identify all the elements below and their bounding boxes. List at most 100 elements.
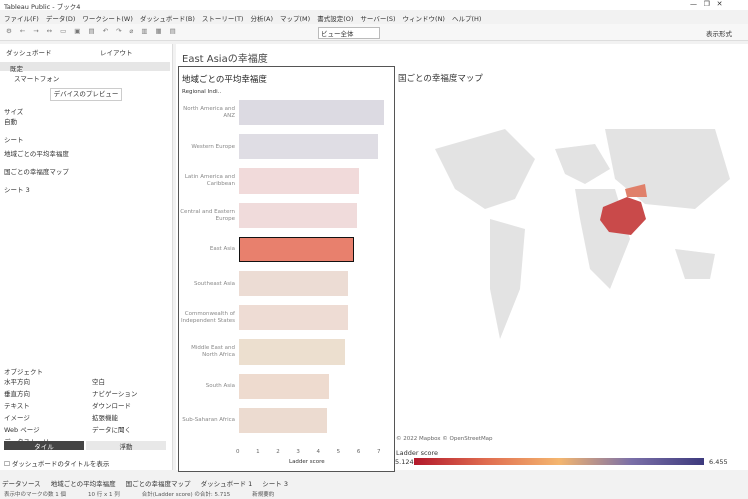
category-label: East Asia xyxy=(209,246,235,253)
x-tick-label: 3 xyxy=(296,449,300,455)
status-bar: 表示中のマークの数 1 個 10 行 x 1 列 合計(Ladder score) … xyxy=(4,490,274,498)
bar[interactable] xyxy=(239,271,348,297)
menu-item[interactable]: データ(D) xyxy=(45,15,76,23)
object-item[interactable]: 拡張機能 xyxy=(92,414,118,422)
legend-max: 6.455 xyxy=(709,458,728,466)
sheet-tab[interactable]: データソース xyxy=(2,480,41,488)
device[interactable]: 既定 xyxy=(10,65,23,73)
object-item[interactable]: 垂直方向 xyxy=(4,390,30,398)
status-item[interactable]: 合計(Ladder score) の合計: 5.715 xyxy=(141,492,231,498)
menu-item[interactable]: 書式設定(O) xyxy=(317,15,354,23)
toolbar-icons[interactable]: ⚙←→↔▭▣▤↶↷⌀▥▦▤ xyxy=(6,27,184,35)
left-panel: ダッシュボード レイアウト 既定 スマートフォン デバイスのプレビュー サイズ … xyxy=(0,44,173,470)
size[interactable]: 自動 xyxy=(4,118,17,126)
object-item[interactable]: Web ページ xyxy=(4,426,40,434)
category-label: Commonwealth of Independent States xyxy=(180,311,235,325)
chart-title: 地域ごとの平均幸福度 xyxy=(182,75,267,85)
bar-chart: 地域ごとの平均幸福度 Regional Indi.. Ladder score … xyxy=(178,66,395,472)
sheet-tab[interactable]: 地域ごとの平均幸福度 xyxy=(50,480,116,488)
menu-item[interactable]: ワークシート(W) xyxy=(82,15,133,23)
show-title[interactable]: ☐ ダッシュボードのタイトルを表示 xyxy=(4,460,110,468)
overlay-text: 2-19 xyxy=(14,325,60,349)
category-label: North America and ANZ xyxy=(183,106,235,120)
sheet-tab[interactable]: シート 3 xyxy=(262,480,288,488)
map-title: 国ごとの幸福度マップ xyxy=(398,74,483,84)
tab[interactable]: ダッシュボード xyxy=(6,49,52,57)
device-row xyxy=(0,62,170,71)
category-label: Southeast Asia xyxy=(193,280,235,287)
sheet-item[interactable]: 国ごとの幸福度マップ xyxy=(4,168,69,176)
bar[interactable] xyxy=(239,168,359,194)
menu-item[interactable]: ファイル(F) xyxy=(4,15,39,23)
bar[interactable] xyxy=(239,373,329,399)
object-item[interactable]: 水平方向 xyxy=(4,378,30,386)
x-tick-label: 0 xyxy=(236,449,240,455)
sheet-item[interactable]: シート 3 xyxy=(4,186,30,194)
show-me[interactable]: 表示形式 xyxy=(706,30,732,38)
tile-button[interactable]: タイル xyxy=(4,441,84,451)
bar[interactable] xyxy=(239,407,327,433)
x-tick-label: 2 xyxy=(276,449,280,455)
category-label: South Asia xyxy=(205,383,235,390)
bar[interactable] xyxy=(239,134,378,160)
dashboard-title: East Asiaの幸福度 xyxy=(182,54,268,65)
label: シート xyxy=(4,136,24,144)
menu-item[interactable]: ヘルプ(H) xyxy=(451,15,482,23)
sheet-list: 地域ごとの平均幸福度 国ごとの幸福度マップ シート 3 xyxy=(4,148,69,202)
tab[interactable]: レイアウト xyxy=(100,49,133,57)
label: オブジェクト xyxy=(4,368,43,376)
window-title: Tableau Public - ブック4 xyxy=(4,3,81,11)
x-tick-label: 1 xyxy=(256,449,260,455)
float-button[interactable]: 浮動 xyxy=(86,441,166,451)
category-label: Sub-Saharan Africa xyxy=(182,417,235,424)
x-tick-label: 4 xyxy=(316,449,321,455)
object-item[interactable]: 空白 xyxy=(92,378,105,386)
sheet-item[interactable]: 地域ごとの平均幸福度 xyxy=(4,150,69,158)
mongolia xyxy=(625,184,647,197)
sheet-tab[interactable]: ダッシュボード 1 xyxy=(200,480,253,488)
object-item[interactable]: テキスト xyxy=(4,402,30,410)
attribution: © 2022 Mapbox © OpenStreetMap xyxy=(396,436,493,442)
menu-item[interactable]: ダッシュボード(B) xyxy=(139,15,195,23)
title-bar: Tableau Public - ブック4 — ❐ ✕ xyxy=(0,0,748,11)
y-header: Regional Indi.. xyxy=(182,89,222,95)
object-item[interactable]: ダウンロード xyxy=(92,402,131,410)
label: サイズ xyxy=(4,108,24,116)
status-item[interactable]: 10 行 x 1 列 xyxy=(88,492,120,498)
category-label: Central and Eastern Europe xyxy=(180,208,235,222)
legend-gradient xyxy=(414,458,704,465)
sheet-tab[interactable]: 国ごとの幸福度マップ xyxy=(125,480,191,488)
fit-dropdown[interactable]: ビュー全体 xyxy=(318,27,380,39)
status-item[interactable]: 新規要約 xyxy=(252,492,275,498)
menu-item[interactable]: サーバー(S) xyxy=(360,15,396,23)
object-grid: 水平方向 空白垂直方向 ナビゲーションテキスト ダウンロードイメージ 拡張機能 Web ペ… xyxy=(4,376,172,446)
menu-item[interactable]: 分析(A) xyxy=(250,15,273,23)
menu-item[interactable]: ストーリー(T) xyxy=(201,15,244,23)
china xyxy=(600,197,646,235)
menu-bar: ファイル(F) データ(D) ワークシート(W) ダッシュボード(B) ストーリー(T)… xyxy=(4,13,481,23)
object-item[interactable]: イメージ xyxy=(4,414,30,422)
preview-button[interactable]: デバイスのプレビュー xyxy=(50,88,122,101)
bar[interactable] xyxy=(239,202,357,228)
menu-item[interactable]: マップ(M) xyxy=(280,15,311,23)
x-axis-label: Ladder score xyxy=(289,459,325,465)
device[interactable]: スマートフォン xyxy=(14,75,60,83)
map xyxy=(435,129,730,339)
toolbar: ⚙←→↔▭▣▤↶↷⌀▥▦▤ ビュー全体 表示形式 xyxy=(0,24,748,41)
sheet-tabs: データソース 地域ごとの平均幸福度 国ごとの幸福度マップ ダッシュボード 1 シート 3 xyxy=(2,478,288,488)
object-item[interactable]: データに聞く xyxy=(92,426,131,434)
menu-item[interactable]: ウィンドウ(N) xyxy=(402,15,445,23)
legend-title: Ladder score xyxy=(396,449,439,457)
status-item[interactable]: 表示中のマークの数 1 個 xyxy=(4,492,66,498)
show-title-label: ダッシュボードのタイトルを表示 xyxy=(11,460,110,468)
bar[interactable] xyxy=(239,236,355,262)
window-controls[interactable]: — ❐ ✕ xyxy=(690,0,723,8)
x-tick-label: 6 xyxy=(356,449,361,455)
category-label: Western Europe xyxy=(191,143,235,150)
bar[interactable] xyxy=(239,100,384,126)
object-item[interactable]: ナビゲーション xyxy=(92,390,138,398)
bar[interactable] xyxy=(239,305,348,331)
bar[interactable] xyxy=(239,339,345,365)
x-tick-label: 7 xyxy=(376,449,381,455)
